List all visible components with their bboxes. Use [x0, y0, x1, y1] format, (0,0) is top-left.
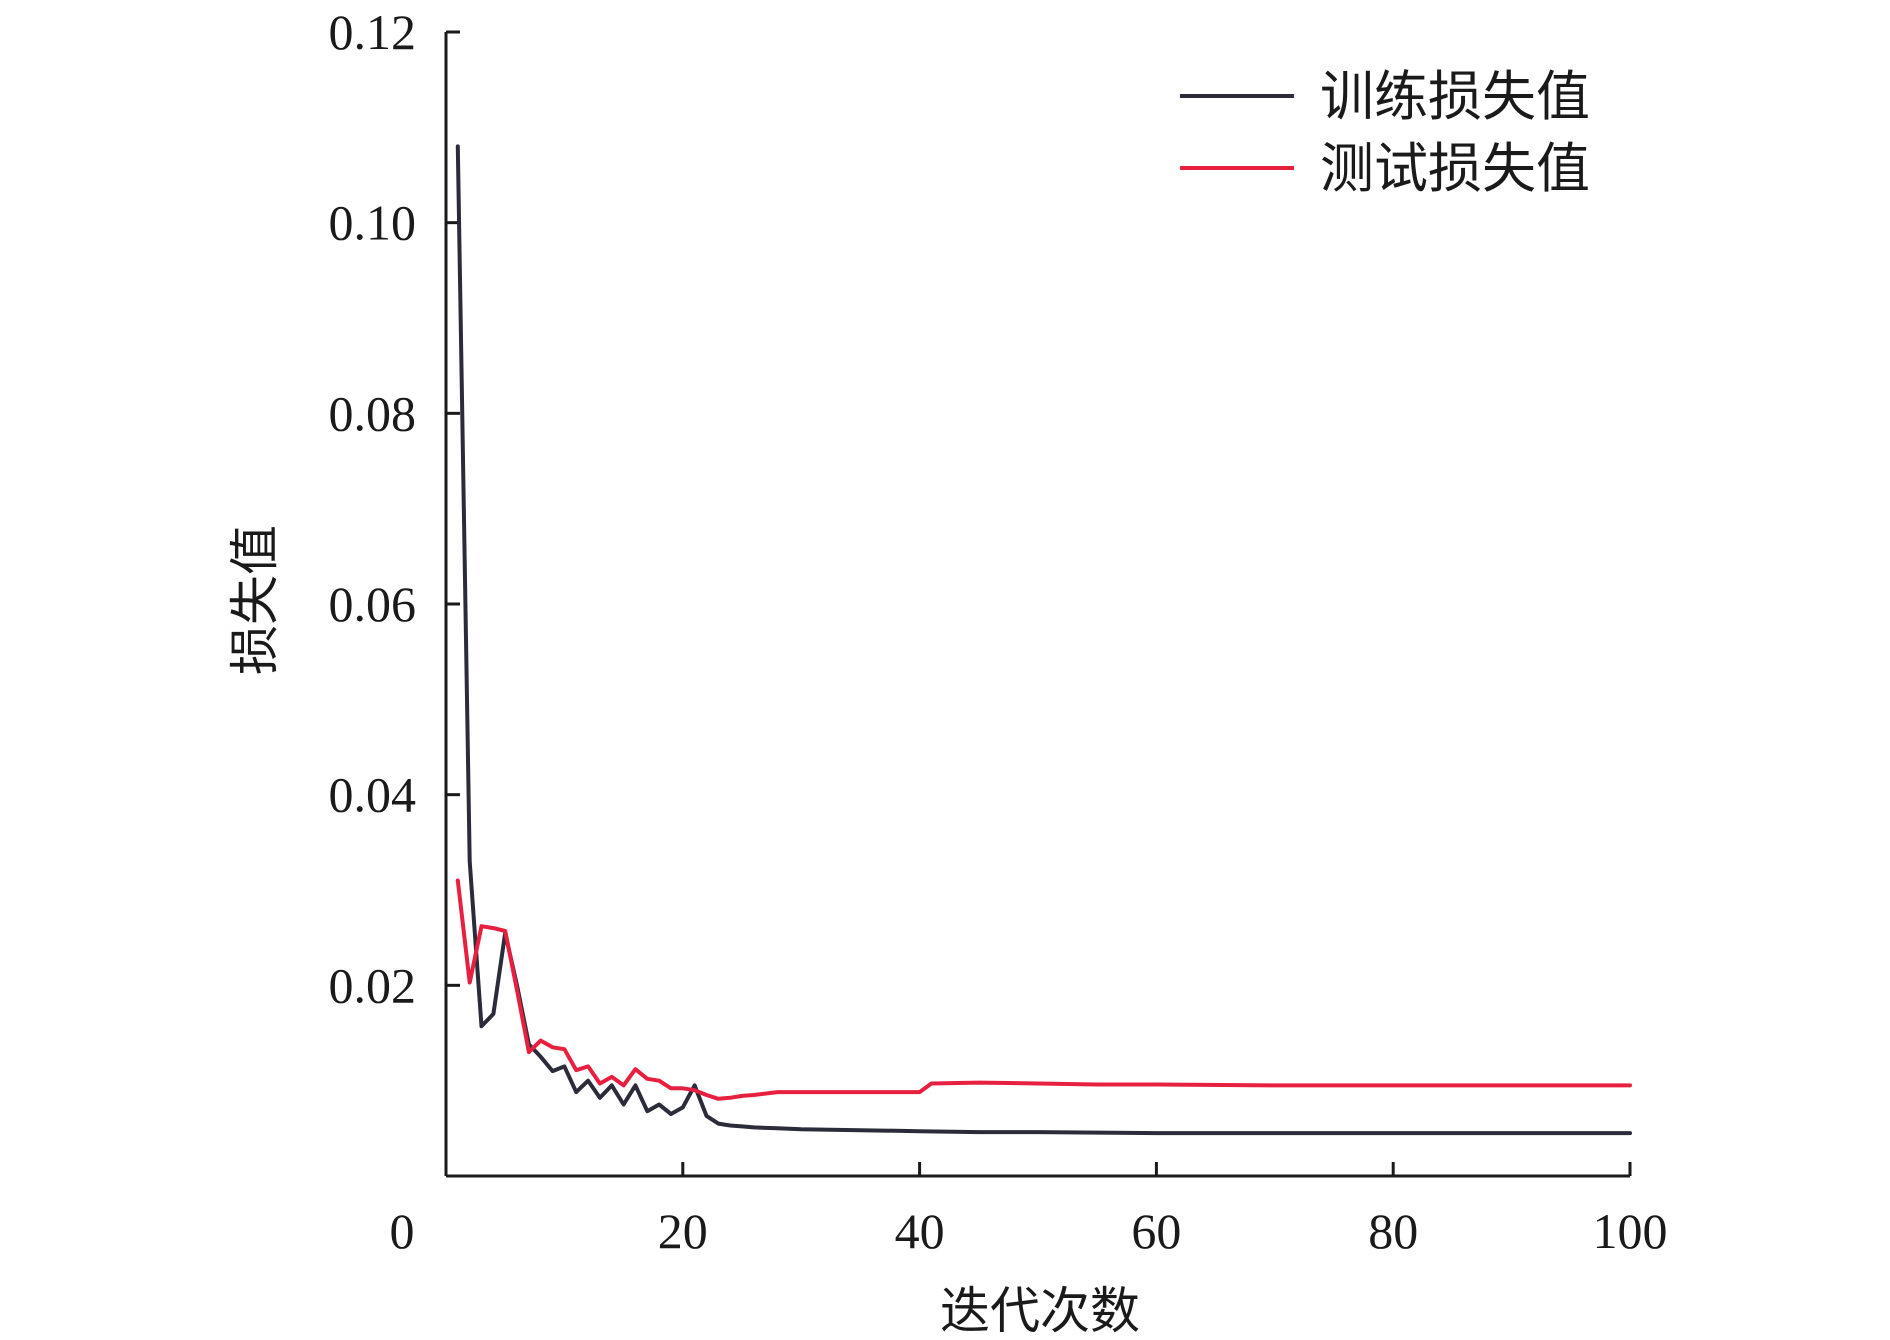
x-tick-label: 100 — [1593, 1203, 1668, 1259]
y-tick-label: 0.08 — [329, 385, 417, 441]
x-tick-label: 20 — [658, 1203, 708, 1259]
x-tick-label: 40 — [895, 1203, 945, 1259]
x-tick-label: 0 — [390, 1203, 415, 1259]
y-tick-label: 0.12 — [329, 4, 417, 60]
legend-label-1: 训练损失值 — [1320, 65, 1590, 128]
y-axis-title: 损失值 — [226, 525, 284, 675]
y-tick-label: 0.04 — [329, 767, 417, 823]
axes: 0.02 0.04 0.06 0.08 0.10 0.12 0 20 40 60 80 100 — [329, 4, 1668, 1259]
y-tick-label: 0.10 — [329, 195, 417, 251]
legend-label-2: 测试损失值 — [1320, 137, 1590, 200]
y-tick-label: 0.02 — [329, 957, 417, 1013]
series-layer — [455, 144, 1632, 1136]
y-tick-label: 0.06 — [329, 576, 417, 632]
x-tick-label: 80 — [1368, 1203, 1418, 1259]
x-axis-title: 迭代次数 — [940, 1282, 1140, 1340]
series-line-1 — [455, 144, 1632, 1136]
x-tick-label: 60 — [1131, 1203, 1181, 1259]
series-line-2 — [455, 878, 1632, 1101]
